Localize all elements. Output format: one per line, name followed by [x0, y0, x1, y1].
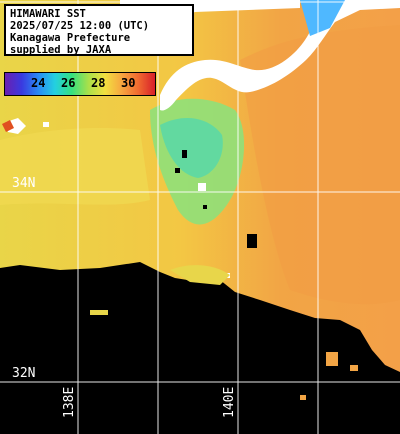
cloud-gap: [175, 168, 180, 173]
cloud-gap: [182, 150, 187, 158]
mid-temp-fringe: [170, 265, 230, 285]
cloud-gap: [203, 205, 207, 209]
cloud-gap: [247, 234, 257, 248]
title-line-datetime: 2025/07/25 12:00 (UTC): [10, 20, 150, 32]
legend-tick-26: 26: [61, 76, 76, 90]
no-data-area: [0, 262, 400, 434]
legend-tick-30: 30: [121, 76, 136, 90]
island: [198, 183, 206, 191]
lon-label-140e: 140E: [222, 386, 237, 418]
scattered-pixels: [326, 352, 338, 366]
legend-tick-24: 24: [31, 76, 46, 90]
mid-temp-band: [0, 128, 150, 205]
lat-label-34n: 34N: [12, 176, 36, 191]
title-box: HIMAWARI SST 2025/07/25 12:00 (UTC) Kana…: [4, 4, 194, 56]
lat-label-32n: 32N: [12, 366, 36, 381]
scattered-pixels: [350, 365, 358, 371]
title-line-product: HIMAWARI SST: [10, 8, 86, 20]
temperature-colorbar: 24 26 28 30: [4, 72, 156, 96]
bay-cold-water: [300, 0, 345, 36]
scattered-pixels: [300, 395, 306, 400]
warm-pixel-cluster: [2, 120, 14, 132]
island: [43, 122, 49, 127]
title-line-region: Kanagawa Prefecture: [10, 32, 131, 44]
legend-tick-28: 28: [91, 76, 106, 90]
lon-label-138e: 138E: [62, 386, 77, 418]
scattered-pixels: [90, 310, 108, 315]
title-line-credit: supplied by JAXA: [10, 44, 112, 56]
warm-water-band: [240, 25, 400, 305]
cool-water-core: [160, 117, 223, 178]
